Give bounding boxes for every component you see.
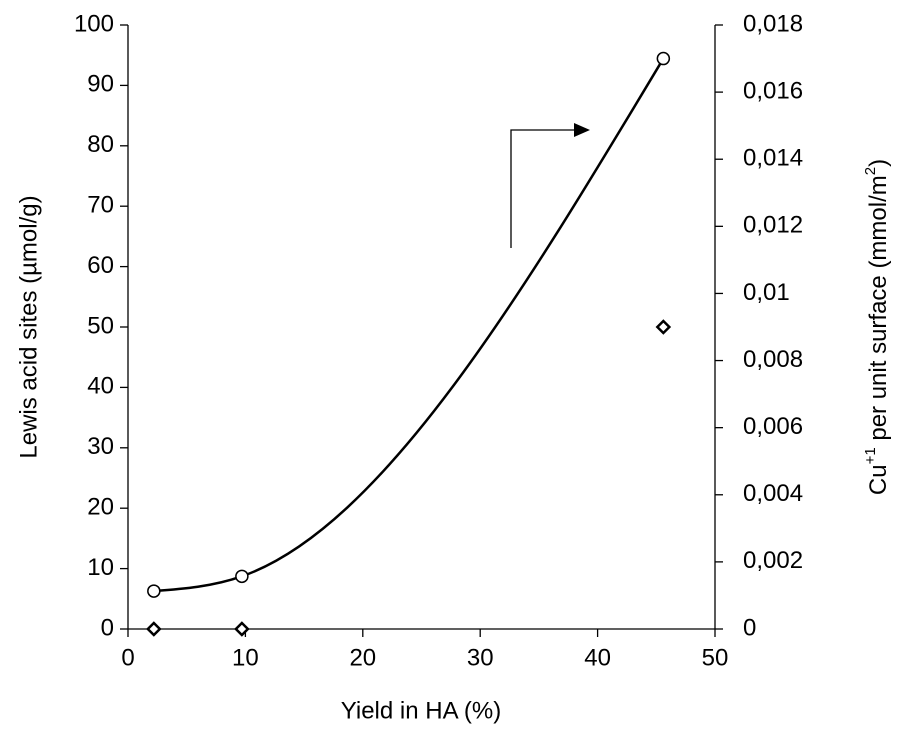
y-tick-label: 90 xyxy=(87,71,114,98)
x-tick-label: 50 xyxy=(702,644,729,671)
y2-tick-label: 0 xyxy=(743,614,756,641)
y2-label-part: per unit surface (mmol/m xyxy=(865,175,892,447)
y2-tick-label: 0,016 xyxy=(743,77,803,104)
y2-tick-label: 0,008 xyxy=(743,346,803,373)
circle-marker xyxy=(235,569,249,584)
y2-tick-label: 0,012 xyxy=(743,212,803,239)
y-tick-label: 30 xyxy=(87,433,114,460)
y-tick-label: 100 xyxy=(74,10,114,37)
y2-tick-label: 0,006 xyxy=(743,413,803,440)
x-tick-label: 0 xyxy=(121,644,134,671)
y-tick-label: 50 xyxy=(87,312,114,339)
y2-tick-label: 0,01 xyxy=(743,279,790,306)
series-line xyxy=(153,57,665,593)
diamond-marker xyxy=(234,621,250,637)
y-axis-label: Lewis acid sites (µmol/g) xyxy=(15,195,42,458)
diamond-marker xyxy=(655,319,672,335)
x-tick-label: 20 xyxy=(349,644,376,671)
y2-tick-label: 0,018 xyxy=(743,10,803,37)
y-tick-label: 80 xyxy=(87,131,114,158)
x-tick-label: 40 xyxy=(584,644,611,671)
y-tick-label: 0 xyxy=(101,614,114,641)
diamond-marker xyxy=(146,621,162,637)
annotation-arrow xyxy=(510,123,590,248)
circle-marker xyxy=(656,51,671,66)
circle-marker xyxy=(147,584,161,598)
x-axis-label: Yield in HA (%) xyxy=(341,697,502,724)
x-tick-label: 10 xyxy=(232,644,259,671)
y-tick-label: 10 xyxy=(87,554,114,581)
y2-axis-label: Cu+1 per unit surface (mmol/m2) xyxy=(862,159,892,495)
y-tick-label: 20 xyxy=(87,494,114,521)
y2-tick-label: 0,002 xyxy=(743,547,803,574)
y-tick-label: 70 xyxy=(87,192,114,219)
y2-label-sup: 2 xyxy=(862,167,879,175)
y-tick-label: 60 xyxy=(87,252,114,279)
y2-tick-label: 0,014 xyxy=(743,145,803,172)
y2-tick-label: 0,004 xyxy=(743,480,803,507)
y2-label-sup: +1 xyxy=(862,447,879,464)
y-tick-label: 40 xyxy=(87,373,114,400)
y2-label-part: ) xyxy=(865,159,892,167)
x-tick-label: 30 xyxy=(467,644,494,671)
y2-label-part: Cu xyxy=(865,464,892,495)
